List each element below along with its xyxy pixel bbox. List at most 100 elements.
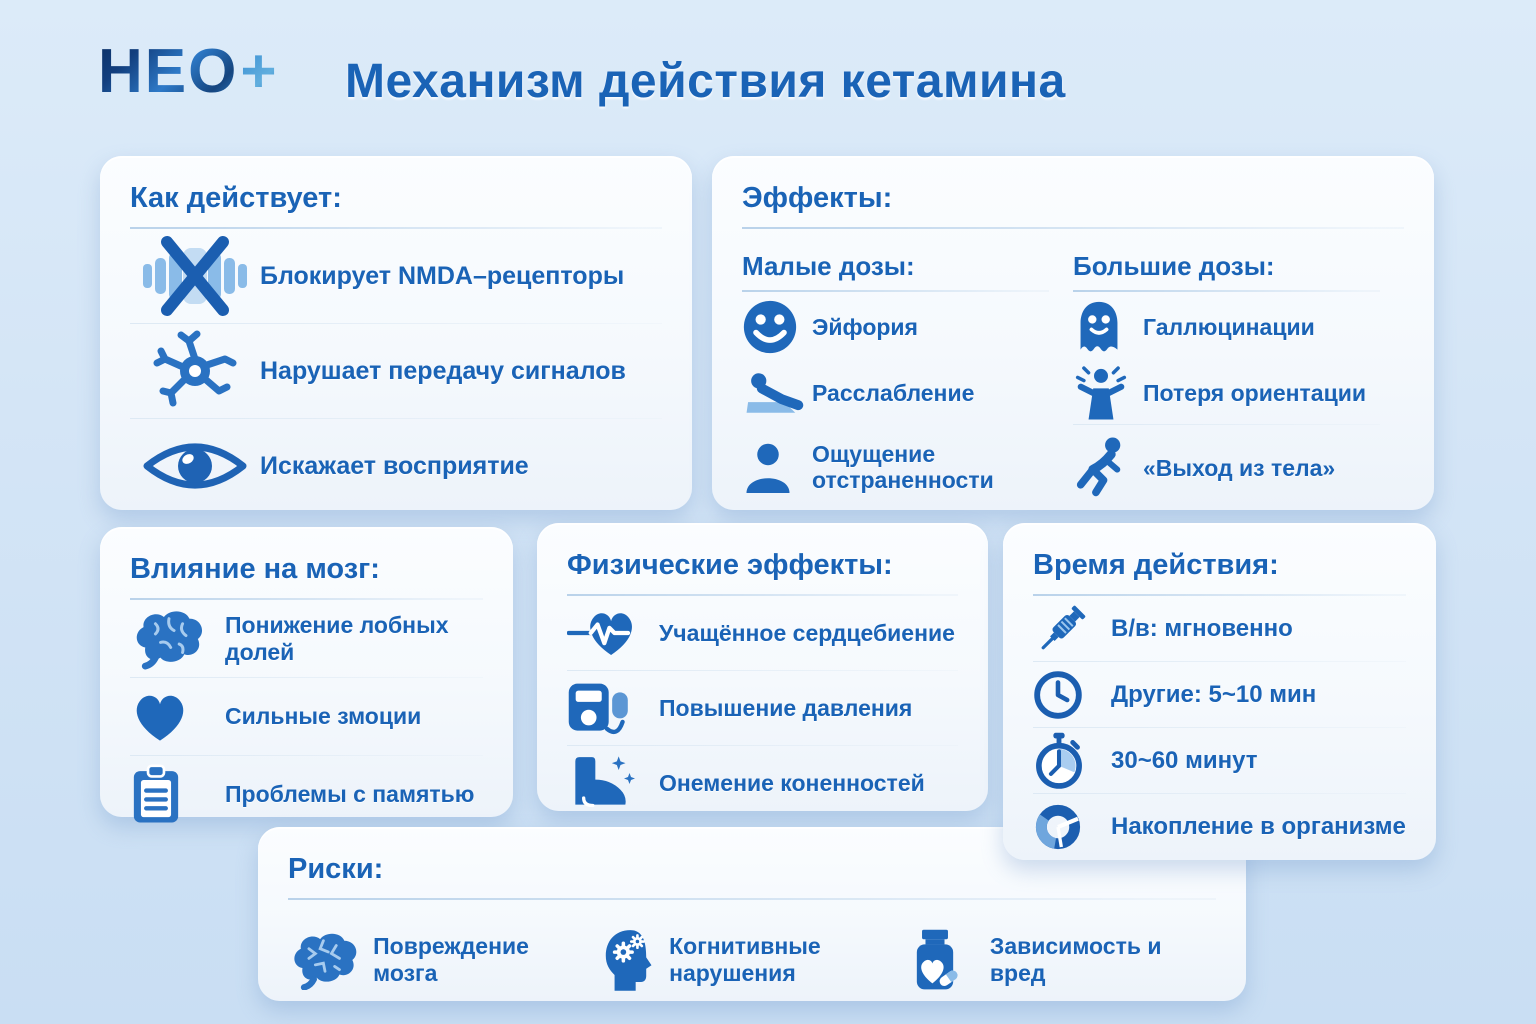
list-item: В/в: мгновенно bbox=[1033, 596, 1406, 661]
divider bbox=[1073, 424, 1380, 425]
item-label: Другие: 5~10 мин bbox=[1111, 680, 1317, 708]
column-subtitle: Малые дозы: bbox=[742, 251, 915, 281]
card-brain-title: Влияние на мозг: bbox=[130, 553, 380, 585]
card-physical-effects: Физические эффекты: Учащённое сердцебиен… bbox=[537, 523, 988, 811]
brain-icon bbox=[130, 608, 225, 670]
list-item: Потеря ориентации bbox=[1073, 362, 1380, 424]
smiley-face-icon bbox=[742, 299, 812, 355]
item-label: 30~60 минут bbox=[1111, 746, 1258, 774]
card-effects: Эффекты: Малые дозы: Эйфория bbox=[712, 156, 1434, 510]
item-label: Учащённое сердцебиение bbox=[659, 619, 955, 646]
card-how-it-works: Как действует: Блокирует NMDA–рецепторы bbox=[100, 156, 692, 510]
title-rule bbox=[742, 227, 1404, 229]
divider bbox=[1033, 727, 1406, 728]
item-label: Искажает восприятие bbox=[260, 451, 529, 480]
list-item: Зависимость и вред bbox=[907, 928, 1216, 992]
item-label: Галлюцинации bbox=[1143, 313, 1315, 340]
list-item: Искажает восприятие bbox=[130, 419, 662, 513]
list-item: Сильные змоции bbox=[130, 678, 483, 755]
item-label: Повреждение мозга bbox=[373, 933, 529, 986]
subtitle-rule bbox=[1073, 290, 1380, 292]
item-label: Когнитивные нарушения bbox=[669, 933, 821, 986]
page-title: Механизм действия кетамина bbox=[345, 55, 1066, 108]
neuron-icon bbox=[130, 329, 260, 413]
item-label: Повышение давления bbox=[659, 694, 913, 721]
item-label: Блокирует NMDA–рецепторы bbox=[260, 261, 625, 290]
item-label: Накопление в организме bbox=[1111, 812, 1406, 840]
disoriented-person-icon bbox=[1073, 365, 1143, 421]
reclining-person-icon bbox=[742, 365, 812, 421]
divider bbox=[1033, 793, 1406, 794]
clipboard-icon bbox=[130, 763, 225, 826]
title-rule bbox=[567, 594, 958, 596]
title-rule bbox=[130, 598, 483, 600]
item-label: «Выход из тела» bbox=[1143, 454, 1336, 481]
list-item: Повышение давления bbox=[567, 671, 958, 745]
list-item: Понижение лобных долей bbox=[130, 600, 483, 677]
item-label: Ощущение отстраненности bbox=[812, 440, 994, 493]
list-item: Когнитивные нарушения bbox=[597, 927, 906, 993]
card-physical-title: Физические эффекты: bbox=[567, 549, 893, 581]
card-risks: Риски: Повреждение мозга bbox=[258, 827, 1246, 1001]
list-item: 30~60 минут bbox=[1033, 728, 1406, 793]
large-doses-column: Большие дозы: Галлюцинации bbox=[1073, 243, 1404, 507]
ghost-icon bbox=[1073, 299, 1143, 355]
damaged-brain-icon bbox=[288, 930, 373, 990]
donut-chart-icon bbox=[1033, 802, 1111, 852]
card-how-title: Как действует: bbox=[130, 182, 342, 214]
title-rule bbox=[130, 227, 662, 229]
divider bbox=[567, 745, 958, 746]
list-item: Накопление в организме bbox=[1033, 794, 1406, 859]
item-label: Эйфория bbox=[812, 313, 918, 340]
list-item: Другие: 5~10 мин bbox=[1033, 662, 1406, 727]
item-label: Проблемы с памятью bbox=[225, 781, 475, 808]
divider bbox=[1033, 661, 1406, 662]
blood-pressure-icon bbox=[567, 678, 659, 738]
logo-plus-icon: + bbox=[240, 37, 279, 106]
syringe-icon bbox=[1033, 600, 1111, 658]
item-label: Расслабление bbox=[812, 379, 975, 406]
card-brain-impact: Влияние на мозг: Понижение лобных долей bbox=[100, 527, 513, 822]
item-label: Сильные змоции bbox=[225, 703, 422, 730]
list-item: Повреждение мозга bbox=[288, 930, 597, 990]
logo-text: НЕО bbox=[98, 37, 239, 106]
item-label: Онемение коненностей bbox=[659, 769, 925, 796]
list-item: Галлюцинации bbox=[1073, 296, 1380, 358]
list-item: «Выход из тела» bbox=[1073, 429, 1380, 507]
divider bbox=[130, 418, 662, 419]
divider bbox=[130, 323, 662, 324]
item-label: Зависимость и вред bbox=[989, 933, 1162, 986]
stopwatch-icon bbox=[1033, 732, 1111, 790]
neo-plus-logo: НЕО + bbox=[98, 36, 279, 107]
item-label: Понижение лобных долей bbox=[225, 612, 449, 665]
list-item: Проблемы с памятью bbox=[130, 756, 483, 833]
clock-icon bbox=[1033, 670, 1111, 720]
risk-items-row: Повреждение мозга bbox=[288, 914, 1216, 1006]
floating-person-icon bbox=[1073, 436, 1143, 500]
nmda-receptor-blocked-icon bbox=[130, 234, 260, 318]
card-risks-title: Риски: bbox=[288, 853, 384, 885]
list-item: Расслабление bbox=[742, 362, 1049, 424]
list-item: Нарушает передачу сигналов bbox=[130, 324, 662, 418]
item-label: В/в: мгновенно bbox=[1111, 614, 1293, 642]
numb-foot-icon bbox=[567, 753, 659, 813]
divider bbox=[130, 677, 483, 678]
head-gears-icon bbox=[597, 927, 669, 993]
subtitle-rule bbox=[742, 290, 1049, 292]
small-doses-column: Малые дозы: Эйфория bbox=[742, 243, 1073, 507]
title-rule bbox=[1033, 594, 1406, 596]
list-item: Блокирует NMDA–рецепторы bbox=[130, 229, 662, 323]
list-item: Эйфория bbox=[742, 296, 1049, 358]
column-subtitle: Большие дозы: bbox=[1073, 251, 1275, 281]
list-item: Ощущение отстраненности bbox=[742, 428, 1049, 506]
list-item: Учащённое сердцебиение bbox=[567, 596, 958, 670]
eye-icon bbox=[130, 434, 260, 498]
card-duration: Время действия: В/в: мгновенно bbox=[1003, 523, 1436, 860]
pill-bottle-icon bbox=[907, 928, 990, 992]
title-rule bbox=[288, 898, 1216, 900]
heart-pulse-icon bbox=[567, 605, 659, 661]
divider bbox=[567, 670, 958, 671]
card-timing-title: Время действия: bbox=[1033, 549, 1279, 581]
list-item: Онемение коненностей bbox=[567, 746, 958, 820]
